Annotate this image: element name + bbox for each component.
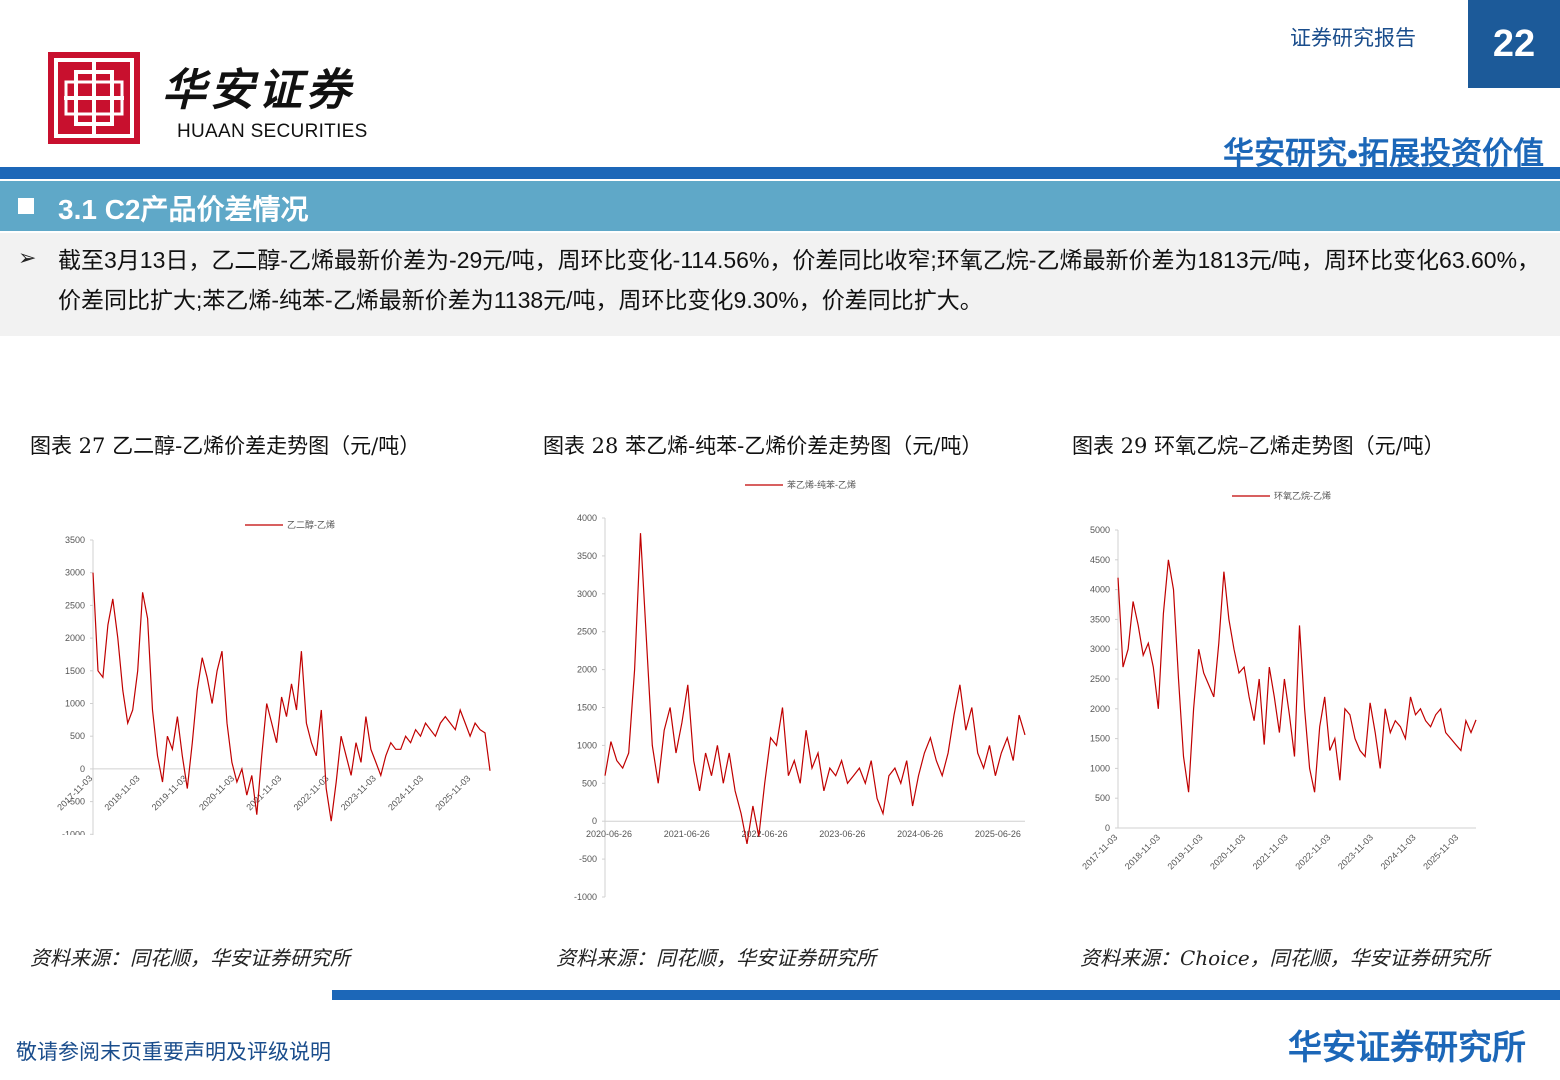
x-tick-label: 2023-11-03	[339, 773, 378, 812]
y-tick-label: 2000	[1090, 704, 1110, 714]
legend-label: 苯乙烯-纯苯-乙烯	[787, 479, 856, 490]
x-tick-label: 2020-11-03	[197, 773, 236, 812]
chart-sm-benzene-ethylene: 4000 3500 3000 2500 2000 1500 1000 500 0 -500 -100…	[574, 479, 1026, 902]
logo-mark-icon	[48, 52, 140, 144]
y-tick-label: 500	[70, 731, 85, 741]
footer-divider	[332, 990, 1560, 1000]
y-tick-label: 3500	[1090, 614, 1110, 624]
y-tick-label: 500	[1095, 793, 1110, 803]
y-tick-label: 1500	[1090, 734, 1110, 744]
x-tick-label: 2018-11-03	[103, 773, 142, 812]
y-tick-label: 3000	[577, 589, 597, 599]
x-tick-label: 2019-11-03	[150, 773, 189, 812]
figure-29-source: 资料来源：Choice，同花顺，华安证券研究所	[1080, 946, 1490, 970]
y-tick-label: 2500	[577, 627, 597, 637]
section-title: 3.1 C2产品价差情况	[58, 194, 309, 225]
y-tick-label: -500	[67, 797, 85, 807]
x-tick-label: 2021-11-03	[244, 773, 283, 812]
figure-27-source: 资料来源：同花顺，华安证券研究所	[30, 946, 350, 970]
logo-text-cn: 华安证券	[162, 65, 354, 116]
arrow-bullet-icon: ➢	[18, 245, 37, 270]
square-bullet-icon	[18, 198, 34, 214]
x-tick-label: 2020-06-26	[586, 829, 632, 839]
x-tick-label: 2024-06-26	[897, 829, 943, 839]
report-type-label: 证券研究报告	[1290, 27, 1416, 50]
x-tick-label: 2021-06-26	[664, 829, 710, 839]
x-tick-label: 2023-06-26	[819, 829, 865, 839]
figure-28-title: 图表 28 苯乙烯-纯苯-乙烯价差走势图（元/吨）	[543, 434, 983, 458]
y-tick-label: 3500	[65, 535, 85, 545]
y-tick-label: -1000	[62, 829, 85, 835]
y-tick-label: 0	[80, 764, 85, 774]
legend-label: 乙二醇-乙烯	[287, 519, 335, 530]
y-tick-label: 2500	[65, 600, 85, 610]
logo-text-en: HUAAN SECURITIES	[177, 121, 368, 142]
legend-label: 环氧乙烷-乙烯	[1274, 490, 1331, 501]
x-tick-label: 2023-11-03	[1336, 832, 1375, 871]
chart-eo-ethylene: 5000450040003500300025002000150010005000…	[1080, 490, 1477, 871]
y-tick-label: 1000	[65, 699, 85, 709]
y-tick-label: 4000	[1090, 585, 1110, 595]
y-tick-label: 5000	[1090, 525, 1110, 535]
x-tick-label: 2025-06-26	[975, 829, 1021, 839]
x-tick-label: 2022-11-03	[292, 773, 331, 812]
section-bar	[0, 181, 1560, 231]
slogan: 华安研究•拓展投资价值	[1223, 136, 1544, 171]
x-tick-label: 2025-11-03	[433, 773, 472, 812]
y-tick-label: 1000	[577, 740, 597, 750]
x-tick-label: 2020-11-03	[1208, 832, 1247, 871]
x-tick-label: 2024-11-03	[386, 773, 425, 812]
y-tick-label: 0	[1105, 823, 1110, 833]
y-tick-label: 1500	[65, 666, 85, 676]
x-tick-label: 2018-11-03	[1123, 832, 1162, 871]
y-tick-label: 2000	[577, 665, 597, 675]
x-tick-label: 2019-11-03	[1165, 832, 1204, 871]
disclaimer-note: 敬请参阅末页重要声明及评级说明	[16, 1040, 331, 1064]
chart-eg-ethylene: 3500300025002000150010005000-500-1000-15…	[55, 519, 491, 835]
series-line	[604, 533, 1026, 845]
y-tick-label: 3000	[1090, 644, 1110, 654]
y-tick-label: 500	[582, 778, 597, 788]
y-tick-label: -500	[579, 854, 597, 864]
y-tick-label: 3500	[577, 551, 597, 561]
series-line	[92, 572, 491, 822]
y-tick-label: 4000	[577, 513, 597, 523]
y-tick-label: 0	[592, 816, 597, 826]
x-tick-label: 2025-11-03	[1421, 832, 1460, 871]
figure-28-source: 资料来源：同花顺，华安证券研究所	[556, 946, 876, 970]
footer-brand: 华安证券研究所	[1288, 1029, 1526, 1067]
y-tick-label: 1000	[1090, 763, 1110, 773]
x-tick-label: 2022-06-26	[742, 829, 788, 839]
y-tick-label: 4500	[1090, 555, 1110, 565]
y-tick-label: -1000	[574, 892, 597, 902]
header-divider	[0, 167, 1560, 179]
x-tick-label: 2017-11-03	[1080, 832, 1119, 871]
y-tick-label: 2500	[1090, 674, 1110, 684]
x-tick-label: 2024-11-03	[1379, 832, 1418, 871]
summary-box	[0, 233, 1560, 336]
figure-29-title: 图表 29 环氧乙烷–乙烯走势图（元/吨）	[1072, 434, 1445, 458]
y-tick-label: 2000	[65, 633, 85, 643]
summary-text: 截至3月13日，乙二醇-乙烯最新价差为-29元/吨，周环比变化-114.56%，…	[58, 247, 1541, 313]
y-tick-label: 3000	[65, 568, 85, 578]
y-tick-label: 1500	[577, 703, 597, 713]
figure-27-title: 图表 27 乙二醇-乙烯价差走势图（元/吨）	[30, 434, 421, 458]
x-tick-label: 2022-11-03	[1293, 832, 1332, 871]
page-number: 22	[1468, 0, 1560, 88]
x-tick-label: 2021-11-03	[1251, 832, 1290, 871]
series-line	[1117, 559, 1477, 793]
